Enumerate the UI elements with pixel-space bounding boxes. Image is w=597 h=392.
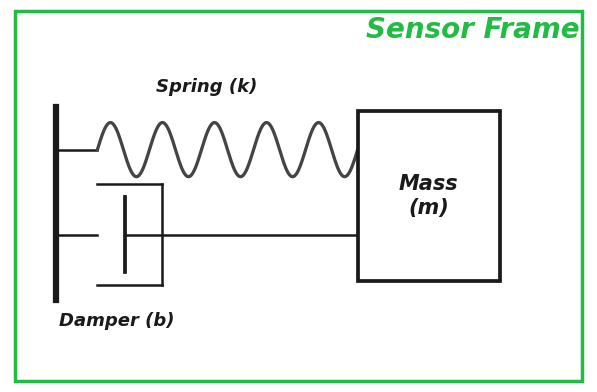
Bar <box>358 111 500 281</box>
Text: Mass
(m): Mass (m) <box>399 174 458 218</box>
Text: Sensor Frame: Sensor Frame <box>366 16 580 44</box>
Text: Spring (k): Spring (k) <box>156 78 257 96</box>
Text: Damper (b): Damper (b) <box>59 312 175 330</box>
